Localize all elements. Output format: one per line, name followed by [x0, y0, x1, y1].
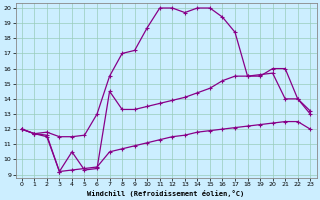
X-axis label: Windchill (Refroidissement éolien,°C): Windchill (Refroidissement éolien,°C) [87, 190, 245, 197]
